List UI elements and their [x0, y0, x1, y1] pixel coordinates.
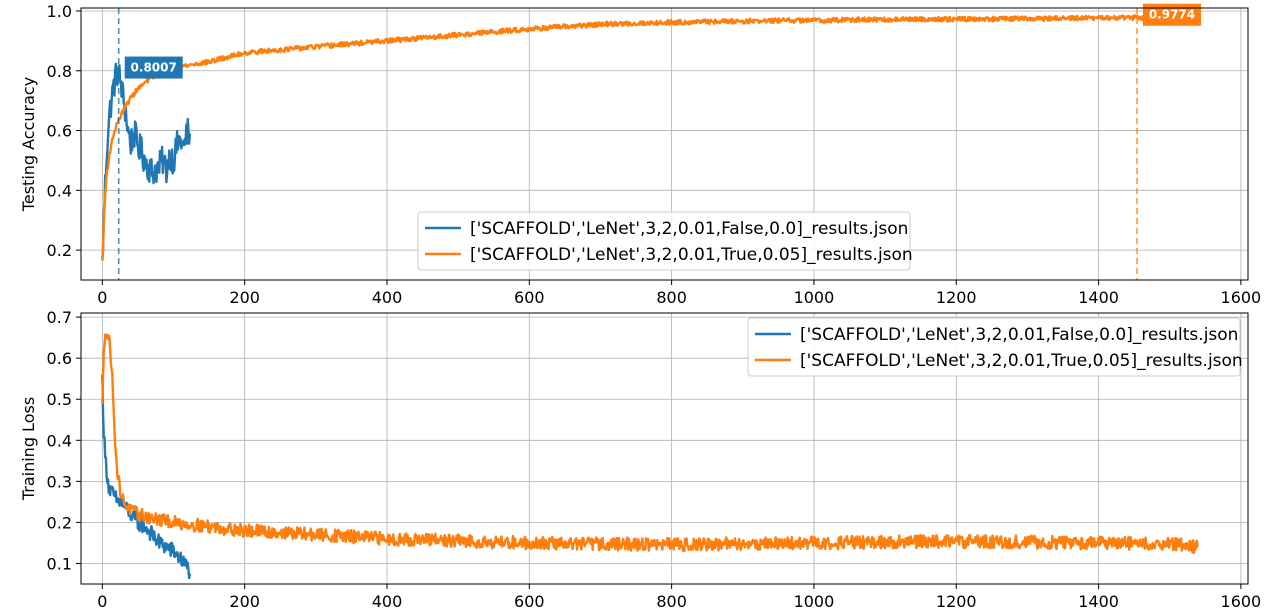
x-tick-label: 1000: [794, 288, 835, 307]
y-tick-label: 0.1: [47, 554, 72, 573]
best-accuracy-badge-label: 0.9774: [1149, 8, 1195, 22]
panel-loss: 0 200 400 600 800 1000 1200 1400 1600 0.1 0.2 0.3 0.…: [19, 308, 1261, 611]
legend-entry-label: ['SCAFFOLD','LeNet',3,2,0.01,True,0.05]_…: [800, 351, 1243, 371]
y-tick-label: 0.6: [47, 122, 72, 141]
series-line: [101, 333, 1199, 555]
accuracy-axes-frame: [80, 7, 1249, 281]
accuracy-ticks: 0 200 400 600 800 1000 1200 1400 1600 0.2 0.4 0.6 0.…: [47, 2, 1262, 307]
legend-box: [417, 211, 911, 271]
y-tick-label: 0.5: [47, 390, 72, 409]
legend-entry-label: ['SCAFFOLD','LeNet',3,2,0.01,False,0.0]_…: [800, 325, 1238, 345]
x-tick-label: 400: [372, 288, 403, 307]
x-tick-label: 1600: [1221, 288, 1262, 307]
legend-entry-label: ['SCAFFOLD','LeNet',3,2,0.01,False,0.0]_…: [470, 219, 908, 239]
x-tick-label: 200: [229, 592, 260, 611]
y-tick-label: 0.2: [47, 241, 72, 260]
accuracy-series: [101, 14, 1200, 262]
x-tick-label: 1200: [936, 592, 977, 611]
y-tick-label: 0.8: [47, 62, 72, 81]
series-line: [101, 62, 192, 259]
x-tick-label: 1400: [1078, 592, 1119, 611]
x-tick-label: 1200: [936, 288, 977, 307]
y-tick-label: 0.3: [47, 472, 72, 491]
loss-axes-frame: [80, 312, 1249, 585]
accuracy-legend: ['SCAFFOLD','LeNet',3,2,0.01,False,0.0]_…: [417, 211, 913, 271]
series-line: [101, 14, 1200, 262]
y-tick-label: 0.7: [47, 308, 72, 327]
series-line: [101, 374, 192, 580]
y-tick-label: 0.2: [47, 513, 72, 532]
y-tick-label: 0.4: [47, 431, 72, 450]
x-tick-label: 1400: [1078, 288, 1119, 307]
x-tick-label: 600: [514, 592, 545, 611]
x-tick-label: 1000: [794, 592, 835, 611]
panel-accuracy: 0.8007 0.9774 0 200 400 600 800 1000 1200 1400 16…: [19, 2, 1261, 307]
loss-ticks: 0 200 400 600 800 1000 1200 1400 1600 0.1 0.2 0.3 0.…: [47, 308, 1262, 611]
x-tick-label: 400: [372, 592, 403, 611]
x-tick-label: 600: [514, 288, 545, 307]
best-accuracy-badge: [124, 56, 183, 79]
loss-y-axis-title: Training Loss: [19, 397, 38, 501]
x-tick-label: 1600: [1221, 592, 1262, 611]
y-tick-label: 0.4: [47, 181, 72, 200]
x-tick-label: 800: [656, 288, 687, 307]
x-tick-label: 0: [97, 592, 107, 611]
x-tick-label: 0: [97, 288, 107, 307]
y-tick-label: 1.0: [47, 2, 72, 21]
loss-legend: ['SCAFFOLD','LeNet',3,2,0.01,False,0.0]_…: [747, 317, 1243, 377]
legend-box: [747, 317, 1241, 377]
x-tick-label: 200: [229, 288, 260, 307]
y-tick-label: 0.6: [47, 349, 72, 368]
loss-series: [101, 333, 1199, 580]
accuracy-annotations: 0.8007 0.9774: [117, 3, 1201, 280]
loss-grid: [81, 313, 1248, 584]
x-tick-label: 800: [656, 592, 687, 611]
legend-entry-label: ['SCAFFOLD','LeNet',3,2,0.01,True,0.05]_…: [470, 245, 913, 265]
best-accuracy-badge-label: 0.8007: [131, 61, 177, 75]
best-accuracy-badge: [1142, 3, 1201, 26]
accuracy-y-axis-title: Testing Accuracy: [19, 77, 38, 212]
